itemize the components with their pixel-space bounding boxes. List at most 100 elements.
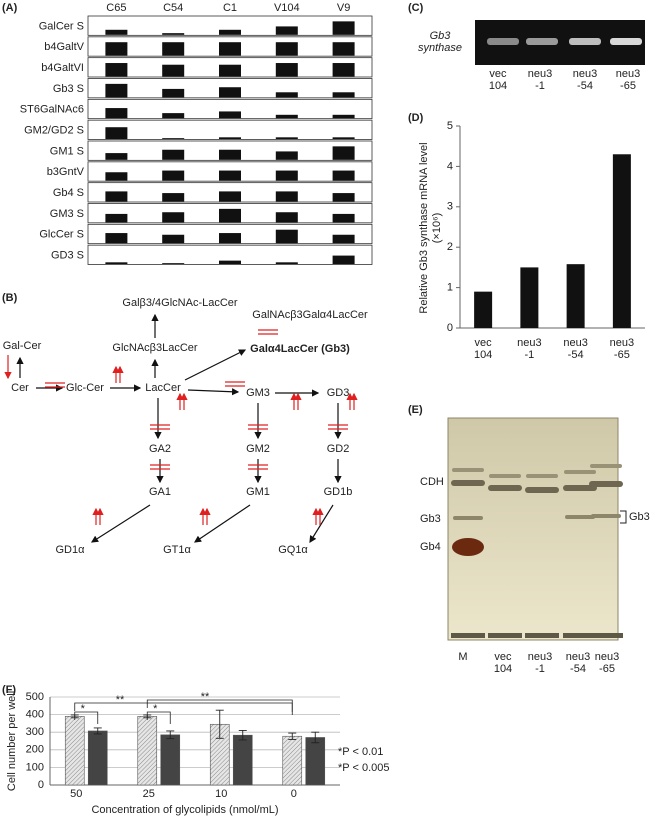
lane-label: neu3 -65 xyxy=(594,651,620,675)
bar xyxy=(332,63,355,77)
tlc-band xyxy=(525,487,559,493)
bar xyxy=(612,154,631,328)
row-label: b4GaltVI xyxy=(41,62,84,74)
row-label: GlcCer S xyxy=(39,229,84,241)
bar xyxy=(332,137,355,139)
tlc-label: Gb3 xyxy=(629,511,650,523)
bar xyxy=(232,734,253,786)
footnote: *P < 0.005 xyxy=(338,762,389,774)
x-tick-label: vec 104 xyxy=(473,337,493,361)
pathway-node: GD3 xyxy=(327,387,350,399)
lane-label: vec 104 xyxy=(488,68,508,92)
significance-label: * xyxy=(81,703,86,715)
bar xyxy=(275,63,298,77)
bar xyxy=(219,111,241,119)
bar xyxy=(105,233,128,244)
gel-band xyxy=(610,38,642,45)
bar xyxy=(162,263,185,264)
bar xyxy=(275,26,298,35)
tlc-band xyxy=(488,633,522,638)
pathway-node: Galβ3/4GlcNAc-LacCer xyxy=(122,297,237,309)
bar xyxy=(275,262,298,264)
pathway-node: GQ1α xyxy=(278,544,308,556)
tlc-band xyxy=(565,515,595,519)
significance-bracket xyxy=(146,711,171,724)
bar xyxy=(162,149,185,160)
x-tick-label: 50 xyxy=(70,788,82,800)
bar xyxy=(162,64,185,77)
lane-label: neu3 -1 xyxy=(527,68,553,92)
y-axis-unit: (×10⁶) xyxy=(431,213,443,244)
row-frame xyxy=(87,203,373,224)
bar xyxy=(87,730,108,786)
tlc-band xyxy=(591,514,621,518)
row-frame xyxy=(87,182,373,203)
gel-band xyxy=(526,38,558,45)
bar xyxy=(275,92,298,98)
bar xyxy=(219,87,241,98)
y-tick-label: 0 xyxy=(38,779,44,791)
bar xyxy=(275,151,298,160)
pathway-node: LacCer xyxy=(145,382,181,394)
bar xyxy=(105,191,128,202)
tlc-band xyxy=(564,470,596,474)
pathway-node: GD2 xyxy=(327,443,350,455)
tlc-label: Gb4 xyxy=(420,541,441,553)
bar xyxy=(219,149,241,160)
error-bar xyxy=(166,730,175,740)
row-frame xyxy=(87,161,373,182)
bar xyxy=(105,108,128,119)
bar xyxy=(332,21,355,35)
bar xyxy=(105,127,128,139)
pathway-node: GM1 xyxy=(246,486,270,498)
row-label: ST6GalNAc6 xyxy=(20,104,84,116)
bar xyxy=(105,29,128,35)
lane-label: vec 104 xyxy=(493,651,513,675)
bar xyxy=(332,213,355,223)
row-label: GD3 S xyxy=(51,249,84,261)
row-label: b3GntV xyxy=(47,166,85,178)
bar xyxy=(162,212,185,223)
row-frame xyxy=(87,57,373,78)
panel-label: (D) xyxy=(408,112,424,124)
bar xyxy=(275,229,298,244)
bar xyxy=(332,193,355,202)
bar xyxy=(219,42,241,56)
bar xyxy=(137,716,158,786)
row-frame xyxy=(87,244,373,265)
bar xyxy=(162,193,185,202)
tlc-band xyxy=(453,516,483,520)
significance-bracket xyxy=(74,711,99,724)
y-axis-label: Relative Gb3 synthase mRNA level xyxy=(418,142,430,313)
pathway-node: GA2 xyxy=(149,443,171,455)
pathway-node: Glc-Cer xyxy=(66,382,104,394)
y-tick-label: 0 xyxy=(447,322,453,334)
significance-bracket xyxy=(74,702,293,715)
x-tick-label: 10 xyxy=(215,788,227,800)
error-bar xyxy=(215,709,224,739)
bar xyxy=(64,716,85,786)
row-frame xyxy=(87,78,373,99)
tlc-band xyxy=(489,474,521,478)
tlc-band xyxy=(525,633,559,638)
significance-bracket xyxy=(146,699,293,712)
bar xyxy=(474,291,493,328)
pathway-node: GA1 xyxy=(149,486,171,498)
panel-label: (F) xyxy=(2,684,16,696)
row-frame xyxy=(87,36,373,57)
bar xyxy=(105,153,128,160)
bar xyxy=(162,113,185,119)
tlc-label: Gb3 xyxy=(420,513,441,525)
bar xyxy=(332,92,355,98)
bar xyxy=(332,234,355,244)
error-bar xyxy=(238,729,247,741)
pathway-node: GT1α xyxy=(163,544,191,556)
tlc-band xyxy=(451,480,485,486)
y-tick-label: 2 xyxy=(447,241,453,253)
bar xyxy=(282,735,303,786)
bar xyxy=(219,29,241,35)
column-header: V9 xyxy=(337,2,350,14)
pathway-node: GlcNAcβ3LacCer xyxy=(112,342,198,354)
